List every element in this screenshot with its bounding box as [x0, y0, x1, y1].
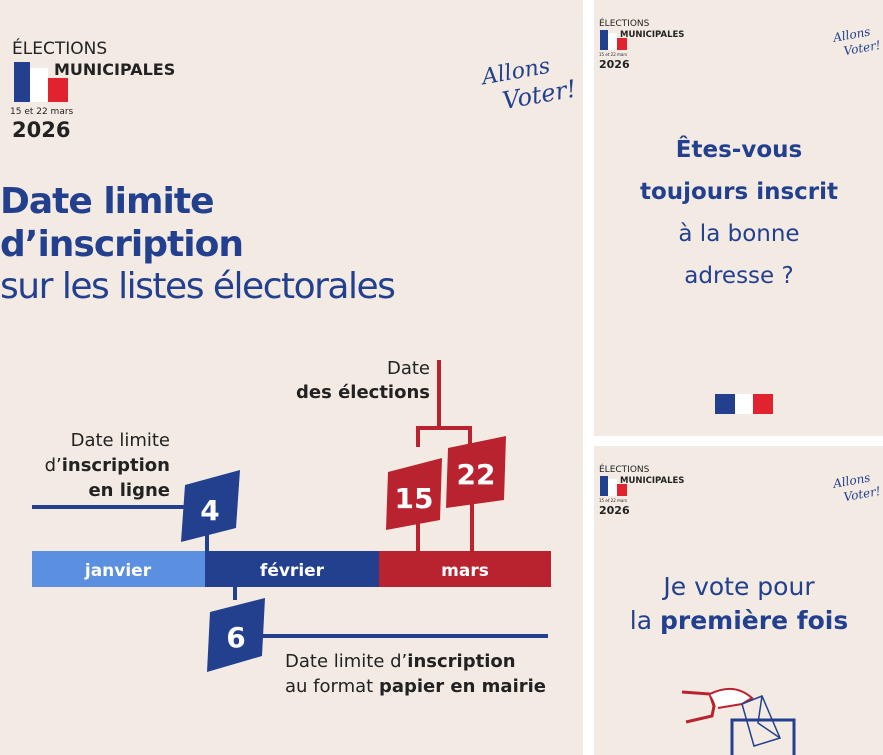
logo-year: 2026: [12, 118, 70, 142]
svg-text:à la bonne: à la bonne: [678, 221, 799, 247]
election-logo-small: ÉLECTIONS MUNICIPALES 15 et 22 mars 2026: [599, 17, 684, 71]
svg-text:2026: 2026: [599, 504, 630, 517]
svg-text:Date: Date: [387, 358, 430, 379]
election-logo: ÉLECTIONS MUNICIPALES 15 et 22 mars 2026: [10, 37, 175, 142]
deadline-lines: [32, 505, 548, 638]
first-time-voter-card[interactable]: ÉLECTIONS MUNICIPALES 15 et 22 mars 2026…: [594, 446, 883, 755]
logo-line1: ÉLECTIONS: [12, 37, 107, 59]
flag-white: [30, 68, 48, 102]
svg-text:au format papier en mairie: au format papier en mairie: [285, 676, 546, 697]
svg-text:Date limite d’inscription: Date limite d’inscription: [285, 651, 516, 672]
svg-text:Voter!: Voter!: [843, 38, 882, 58]
svg-text:la première fois: la première fois: [630, 606, 848, 635]
election-logo-small: ÉLECTIONS MUNICIPALES 15 et 22 mars 2026: [599, 463, 684, 517]
svg-text:Date limite: Date limite: [71, 430, 170, 451]
svg-text:Êtes-vous: Êtes-vous: [676, 135, 802, 163]
election-connector: [416, 360, 474, 551]
title-line3: sur les listes électorales: [0, 266, 394, 307]
title-line2: d’inscription: [0, 224, 243, 265]
svg-text:15 et 22 mars: 15 et 22 mars: [599, 498, 627, 503]
registration-check-card[interactable]: ÉLECTIONS MUNICIPALES 15 et 22 mars 2026…: [594, 0, 883, 436]
day-badge-paper: [207, 598, 265, 672]
month-mars: [379, 551, 551, 587]
svg-text:d’inscription: d’inscription: [45, 455, 170, 476]
svg-text:ÉLECTIONS: ÉLECTIONS: [599, 17, 650, 29]
svg-text:janvier: janvier: [84, 561, 152, 581]
svg-text:ÉLECTIONS: ÉLECTIONS: [599, 463, 650, 475]
svg-text:6: 6: [226, 621, 245, 654]
marianne-logo: [715, 394, 773, 414]
svg-text:MUNICIPALES: MUNICIPALES: [620, 476, 684, 486]
card2-svg: ÉLECTIONS MUNICIPALES 15 et 22 mars 2026…: [599, 17, 882, 414]
allons-voter-logo: Allons Voter!: [478, 54, 578, 115]
day-badge-22: [446, 436, 506, 508]
month-fevrier: [205, 551, 379, 587]
svg-text:toujours inscrit: toujours inscrit: [640, 179, 838, 205]
svg-text:en ligne: en ligne: [88, 480, 170, 501]
logo-dates: 15 et 22 mars: [10, 107, 74, 117]
logo-line2: MUNICIPALES: [54, 60, 175, 79]
election-deadline-infographic[interactable]: ÉLECTIONS MUNICIPALES 15 et 22 mars 2026…: [0, 0, 583, 755]
svg-text:des élections: des élections: [296, 382, 430, 403]
svg-text:4: 4: [200, 494, 219, 527]
ballot-box-icon: [681, 687, 796, 755]
day-badge-online: [181, 470, 240, 542]
svg-text:Allons: Allons: [831, 25, 871, 45]
svg-text:MUNICIPALES: MUNICIPALES: [620, 30, 684, 40]
svg-text:2026: 2026: [599, 58, 630, 71]
svg-text:Je vote pour: Je vote pour: [661, 572, 815, 601]
flag-red: [48, 78, 68, 102]
infographic-svg: ÉLECTIONS MUNICIPALES 15 et 22 mars 2026…: [0, 37, 578, 697]
svg-text:mars: mars: [441, 561, 489, 581]
card3-svg: ÉLECTIONS MUNICIPALES 15 et 22 mars 2026…: [599, 463, 882, 755]
month-janvier: [32, 551, 205, 587]
allons-voter-logo-small: Allons Voter!: [831, 471, 882, 505]
svg-text:Allons: Allons: [831, 471, 871, 491]
svg-text:15: 15: [395, 482, 434, 515]
flag-blue: [14, 62, 30, 102]
allons-voter-logo-small: Allons Voter!: [831, 25, 882, 59]
svg-text:février: février: [260, 561, 325, 581]
svg-text:Voter!: Voter!: [843, 484, 882, 504]
svg-text:15 et 22 mars: 15 et 22 mars: [599, 52, 627, 57]
svg-text:22: 22: [457, 458, 496, 491]
day-badge-15: [386, 458, 442, 530]
svg-text:adresse ?: adresse ?: [684, 263, 793, 289]
title-line1: Date limite: [0, 181, 214, 222]
